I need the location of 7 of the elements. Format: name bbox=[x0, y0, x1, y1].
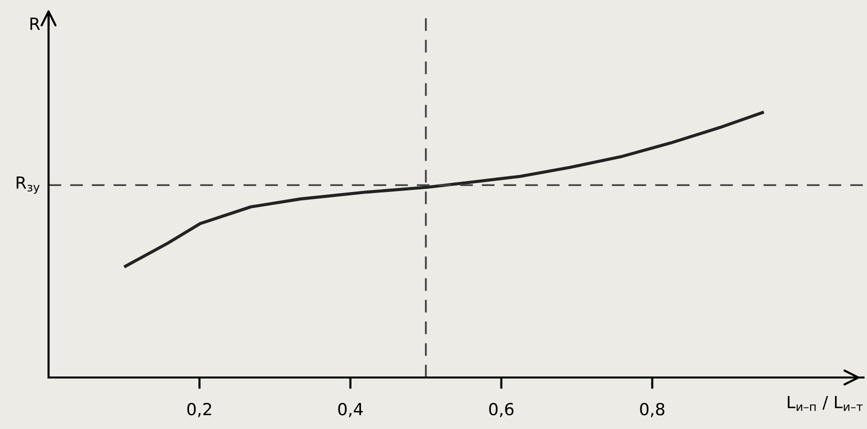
x-tick-label: 0,2 bbox=[187, 402, 212, 418]
x-tick-label: 0,8 bbox=[640, 402, 664, 418]
y-axis-title: R bbox=[30, 18, 40, 30]
x-axis-title: L$_{и–п}$ / L$_{и–т}$ bbox=[788, 396, 863, 411]
x-tick-label: 0,4 bbox=[338, 402, 363, 418]
x-tick-label: 0,6 bbox=[489, 402, 514, 418]
ref-line-label: R$_{зу}$ bbox=[16, 176, 40, 194]
